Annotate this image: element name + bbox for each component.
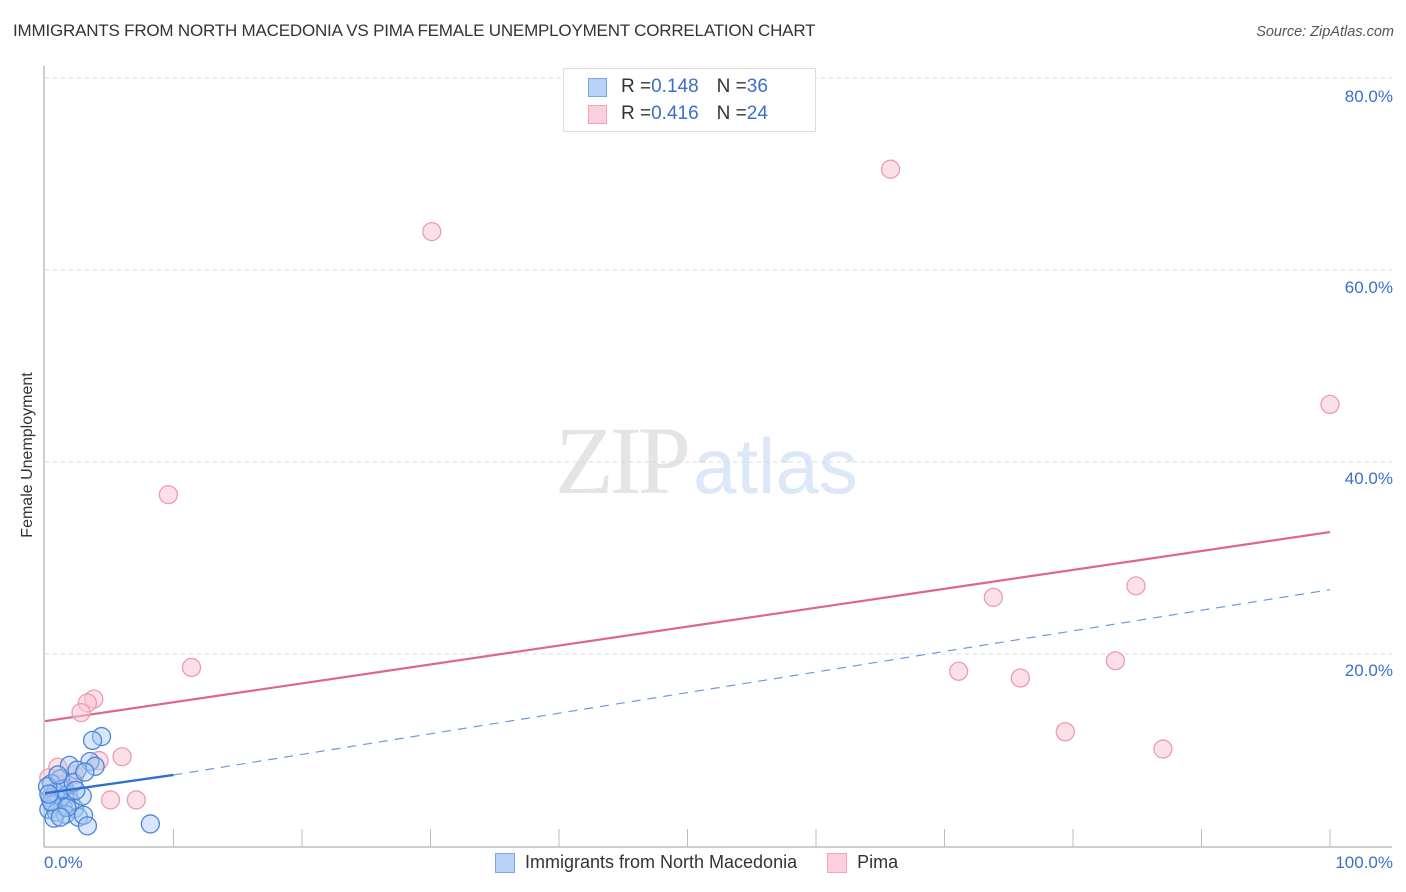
- pima-data-point[interactable]: [1153, 739, 1173, 759]
- macedonia-trend-line: [44, 773, 174, 795]
- series-legend: Immigrants from North Macedonia Pima: [495, 852, 928, 873]
- pima-data-point[interactable]: [1126, 576, 1146, 596]
- macedonia-data-point[interactable]: [82, 730, 103, 751]
- y-tick-60: 60.0%: [1344, 278, 1393, 297]
- pima-data-point[interactable]: [983, 587, 1003, 608]
- axes: [43, 66, 1392, 848]
- watermark: ZIPatlas: [555, 405, 858, 516]
- legend-swatch-blue: [588, 77, 607, 97]
- macedonia-data-point[interactable]: [140, 814, 161, 834]
- r-label: R =: [621, 76, 652, 97]
- pima-data-point[interactable]: [422, 221, 442, 242]
- y-tick-80: 80.0%: [1344, 87, 1393, 106]
- legend-swatch-blue: [495, 852, 515, 873]
- n-label: N =: [716, 103, 747, 124]
- n-value: 24: [746, 103, 768, 124]
- macedonia-trend-extension: [173, 589, 1331, 776]
- stats-legend: R = 0.148 N = 36 R = 0.416 N = 24: [563, 68, 816, 132]
- source-credit: Source: ZipAtlas.com: [1256, 24, 1394, 40]
- r-label: R =: [621, 103, 652, 124]
- y-tick-20: 20.0%: [1344, 661, 1393, 680]
- pima-data-point[interactable]: [71, 702, 91, 723]
- r-value: 0.148: [651, 76, 699, 97]
- pima-data-point[interactable]: [181, 657, 202, 678]
- pima-points: [39, 159, 1340, 810]
- trend-lines: [44, 530, 1331, 776]
- pima-data-point[interactable]: [1320, 394, 1340, 415]
- legend-item-macedonia[interactable]: Immigrants from North Macedonia: [495, 852, 797, 873]
- pima-data-point[interactable]: [948, 661, 969, 681]
- pima-data-point[interactable]: [112, 747, 132, 767]
- macedonia-data-point[interactable]: [48, 765, 68, 785]
- pima-data-point[interactable]: [158, 484, 179, 505]
- macedonia-data-point[interactable]: [50, 807, 71, 827]
- macedonia-points: [37, 726, 174, 836]
- watermark-atlas: atlas: [693, 422, 858, 510]
- macedonia-data-point[interactable]: [85, 756, 105, 776]
- legend-label: Pima: [857, 852, 899, 872]
- legend-swatch-pink: [827, 852, 848, 873]
- pima-data-point[interactable]: [1105, 651, 1126, 671]
- gridlines: [45, 77, 1392, 655]
- macedonia-data-point[interactable]: [75, 762, 95, 782]
- legend-item-pima[interactable]: Pima: [827, 852, 898, 873]
- pima-trend-line: [44, 530, 1331, 723]
- pima-data-point[interactable]: [880, 159, 901, 179]
- legend-row-macedonia: R = 0.148 N = 36: [588, 74, 768, 100]
- pima-data-point[interactable]: [126, 790, 146, 810]
- macedonia-data-point[interactable]: [57, 797, 77, 818]
- pima-data-point[interactable]: [100, 790, 121, 810]
- macedonia-data-point[interactable]: [77, 816, 98, 836]
- x-tick-100: 100.0%: [1335, 853, 1393, 872]
- x-tick-0: 0.0%: [44, 853, 83, 872]
- macedonia-data-point[interactable]: [67, 760, 87, 780]
- macedonia-data-point[interactable]: [39, 784, 59, 804]
- chart-title: IMMIGRANTS FROM NORTH MACEDONIA VS PIMA …: [13, 21, 816, 40]
- r-value: 0.416: [651, 103, 699, 124]
- watermark-zip: ZIP: [555, 407, 691, 514]
- pima-data-point[interactable]: [1010, 668, 1030, 688]
- macedonia-data-point[interactable]: [44, 808, 64, 828]
- macedonia-data-point[interactable]: [73, 805, 94, 825]
- legend-row-pima: R = 0.416 N = 24: [588, 101, 768, 127]
- legend-swatch-pink: [588, 104, 607, 124]
- pima-data-point[interactable]: [1055, 722, 1075, 742]
- n-value: 36: [746, 76, 768, 97]
- legend-label: Immigrants from North Macedonia: [525, 852, 798, 872]
- y-tick-40: 40.0%: [1344, 469, 1393, 488]
- n-label: N =: [716, 76, 747, 97]
